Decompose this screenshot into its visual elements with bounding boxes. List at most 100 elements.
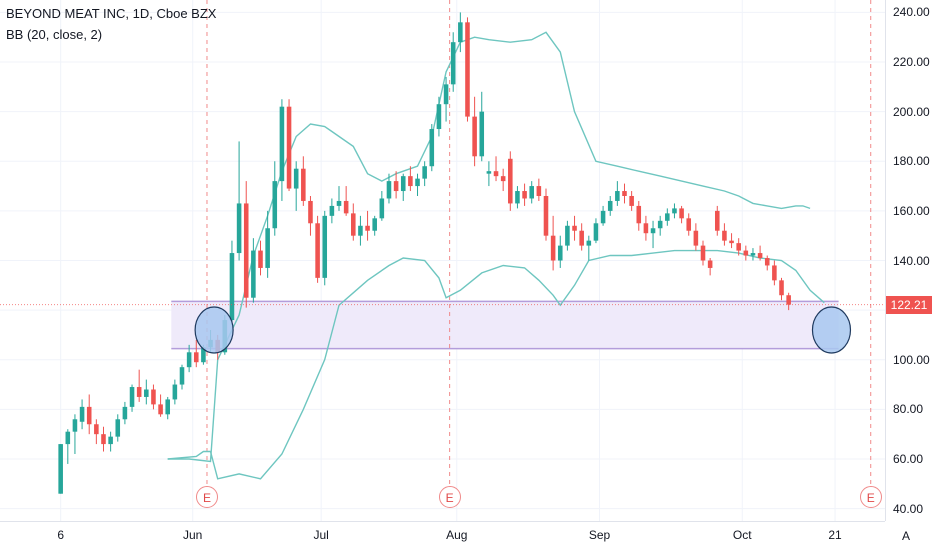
candle-body [750, 253, 756, 256]
candle-body [779, 280, 784, 296]
candle-body [165, 399, 171, 415]
candle-body [343, 200, 349, 214]
candle-body [372, 218, 377, 231]
candle-body [636, 205, 642, 224]
candle-body [500, 176, 506, 182]
candle-body [436, 104, 442, 130]
candle-body [714, 210, 720, 231]
candle-body [486, 171, 492, 174]
candle-body [615, 191, 620, 201]
earnings-badge[interactable]: E [195, 486, 218, 508]
candle-body [172, 384, 178, 400]
earnings-badge[interactable]: E [859, 486, 882, 508]
candle-body [315, 223, 320, 278]
time-tick-label: 21 [828, 528, 842, 542]
candle-body [86, 406, 92, 425]
highlight-circle [811, 306, 852, 354]
candle-body [286, 106, 292, 189]
indicator-legend[interactable]: BB (20, close, 2) [6, 27, 103, 42]
candle-body [786, 295, 791, 305]
time-tick-label: Sep [588, 528, 611, 542]
candle-body [600, 210, 606, 224]
candle-body [193, 352, 199, 363]
candle-body [508, 158, 513, 204]
candle-body [586, 240, 592, 246]
support-zone-group [171, 300, 839, 350]
candle-body [329, 205, 335, 216]
candle-body [229, 253, 235, 321]
price-axis-separator [885, 0, 886, 521]
candle-body [465, 22, 470, 117]
candle-body [458, 22, 463, 43]
candle-body [351, 213, 356, 236]
price-tick-label: 100.00 [893, 352, 930, 367]
candle-body [151, 389, 156, 405]
candle-body [365, 225, 370, 231]
candle-body [122, 406, 128, 420]
time-tick-label: Aug [446, 528, 468, 542]
price-tick-label: 80.00 [893, 402, 924, 417]
candle-body [144, 389, 149, 397]
candle-body [657, 220, 663, 229]
candle-body [408, 176, 413, 187]
candle-body [665, 213, 670, 221]
support-zone [171, 301, 839, 349]
candle-body [158, 404, 163, 415]
candle-body [415, 178, 420, 187]
bb-lower-band [167, 249, 825, 480]
candle-body [686, 218, 692, 231]
price-tick-label: 180.00 [893, 154, 930, 169]
candle-body [258, 250, 263, 268]
candle-body [115, 419, 121, 437]
candle-body [358, 225, 363, 236]
candle-body [279, 106, 285, 182]
candle-body [108, 436, 113, 445]
candle-body [643, 223, 649, 234]
candle-body [607, 200, 613, 211]
candle-body [693, 230, 699, 246]
candle-body [72, 419, 78, 432]
price-tick-label: 140.00 [893, 253, 930, 268]
candle-body [479, 111, 485, 157]
candle-body [472, 116, 477, 157]
candle-body [593, 223, 599, 241]
candle-body [736, 243, 741, 251]
auto-scale-button[interactable]: A [901, 529, 910, 543]
candle-body [101, 434, 106, 445]
bb-upper-band [167, 31, 811, 463]
candle-body [265, 228, 270, 268]
price-tick-label: 60.00 [893, 451, 924, 466]
time-tick-label: Jul [313, 528, 329, 542]
candle-body [622, 191, 627, 196]
highlight-circle [194, 306, 234, 354]
candle-body [243, 203, 249, 298]
highlight-circles [194, 306, 852, 354]
candle-body [679, 208, 684, 219]
earnings-badge[interactable]: E [438, 486, 461, 508]
time-tick-label: Oct [732, 528, 752, 542]
candle-body [764, 258, 770, 266]
candle-body [58, 444, 63, 494]
candle-body [729, 240, 734, 244]
candle-body [79, 406, 85, 422]
candle-body [293, 168, 299, 189]
candle-body [743, 250, 749, 256]
bollinger-bands [167, 31, 825, 480]
candle-body [550, 235, 556, 261]
candle-body [322, 215, 328, 278]
candle-body [757, 253, 763, 259]
candle-body [386, 181, 392, 199]
time-tick-label: Jun [183, 528, 203, 542]
symbol-title[interactable]: BEYOND MEAT INC, 1D, Cboe BZX [6, 6, 217, 21]
candle-body [236, 203, 242, 254]
candle-body [422, 166, 427, 179]
candle-body [672, 208, 677, 214]
candle-body [136, 387, 142, 397]
time-axis-separator [0, 521, 885, 522]
earnings-lines [206, 0, 872, 485]
candle-body [393, 181, 399, 192]
candle-body [429, 129, 435, 167]
candle-body [543, 195, 549, 236]
